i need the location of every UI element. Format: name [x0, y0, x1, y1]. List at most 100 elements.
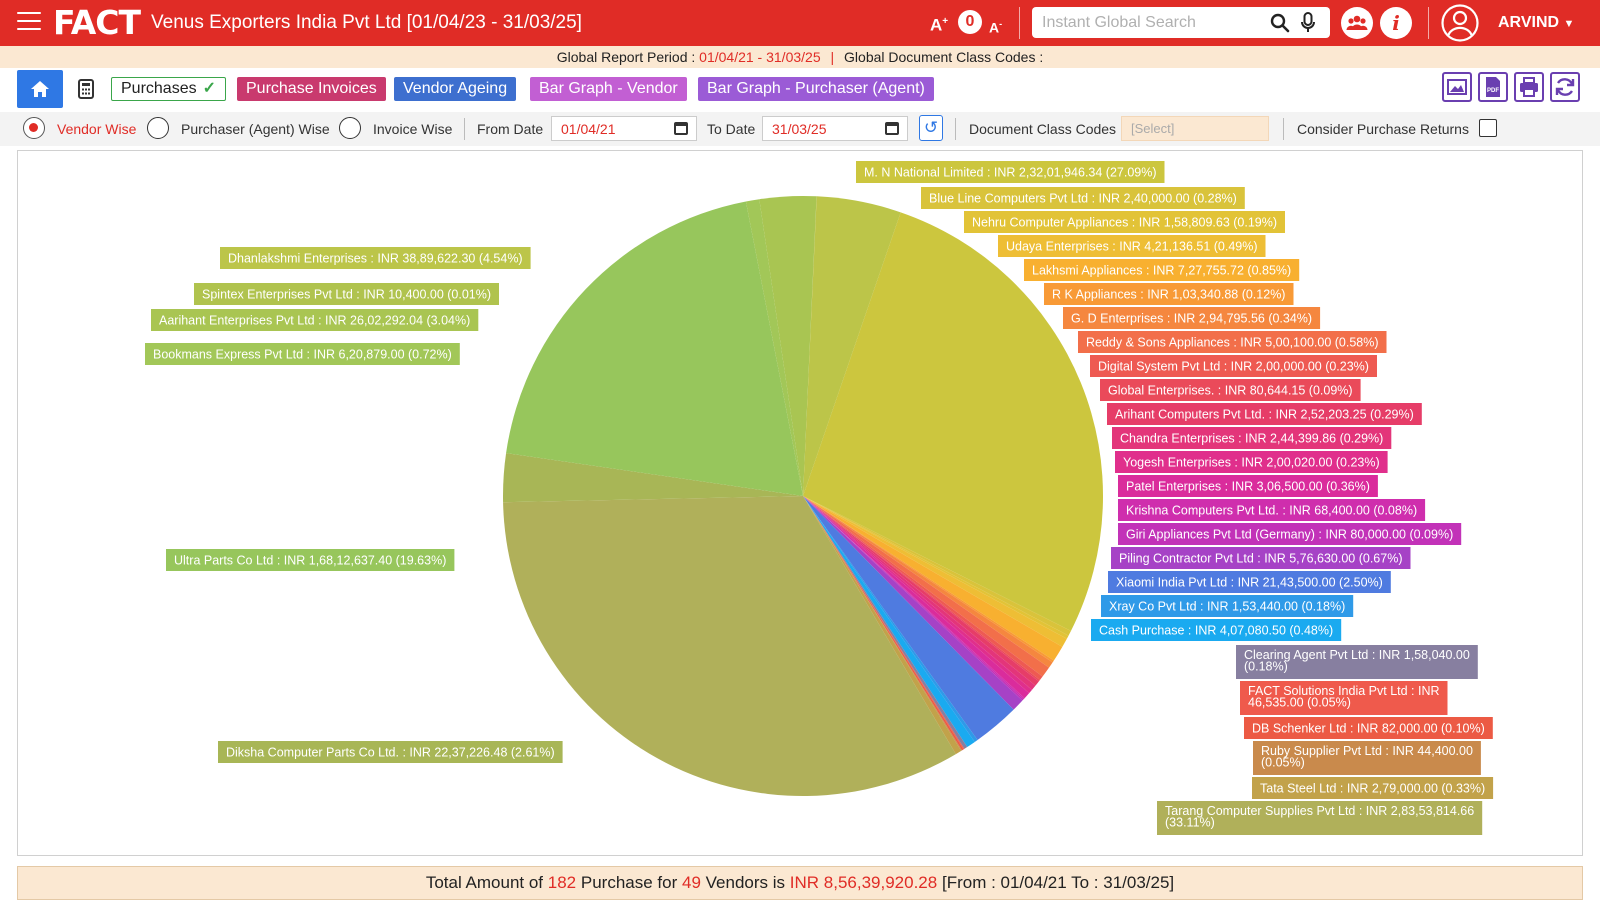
reset-dates-button[interactable]: ↺	[919, 115, 943, 141]
slice-label-text: Bookmans Express Pvt Ltd : INR 6,20,879.…	[153, 348, 452, 362]
pie-slice[interactable]	[803, 496, 1050, 677]
slice-label-text: Digital System Pvt Ltd : INR 2,00,000.00…	[1098, 360, 1369, 374]
font-decrease-button[interactable]: A-	[989, 19, 1003, 36]
calculator-icon[interactable]	[78, 79, 94, 99]
to-date-input[interactable]: 31/03/25	[762, 116, 908, 141]
tab-vendor-ageing[interactable]: Vendor Ageing	[394, 77, 517, 101]
slice-label-background	[1253, 741, 1481, 775]
slice-label-background	[1063, 307, 1321, 329]
vendor-pie-chart: M. N National Limited : INR 2,32,01,946.…	[145, 161, 1494, 835]
slice-label-text: Nehru Computer Appliances : INR 1,58,809…	[972, 216, 1277, 230]
pie-slice[interactable]	[503, 496, 956, 796]
slice-label: Cash Purchase : INR 4,07,080.50 (0.48%)	[1091, 619, 1342, 641]
from-date-label: From Date	[477, 121, 544, 137]
menu-icon[interactable]	[17, 12, 41, 32]
pie-slice[interactable]	[803, 496, 964, 751]
user-avatar-icon[interactable]	[1440, 3, 1480, 43]
slice-label-background	[1044, 283, 1294, 305]
pie-slice[interactable]	[759, 196, 817, 496]
calendar-icon[interactable]	[885, 122, 899, 135]
font-increase-button[interactable]: A+	[930, 15, 949, 35]
tab-bar-graph-vendor[interactable]: Bar Graph - Vendor	[530, 77, 687, 101]
slice-label: R K Appliances : INR 1,03,340.88 (0.12%)	[1044, 283, 1294, 305]
slice-label: Ruby Supplier Pvt Ltd : INR 44,400.00 (0.…	[1253, 741, 1481, 775]
pie-slice[interactable]	[803, 496, 1063, 661]
pie-slice[interactable]	[803, 496, 968, 749]
chevron-down-icon: ▼	[1563, 18, 1575, 30]
pie-slice[interactable]	[803, 496, 1040, 682]
summary-date-range: [From : 01/04/21 To : 31/03/25]	[941, 873, 1175, 892]
tab-purchases[interactable]: Purchases ✓	[111, 77, 226, 101]
pie-slice[interactable]	[506, 201, 803, 497]
from-date-input[interactable]: 01/04/21	[551, 116, 697, 141]
pie-slice[interactable]	[803, 496, 978, 742]
pie-slice[interactable]	[803, 496, 1053, 668]
slice-label-text: Tarang Computer Supplies Pvt Ltd : INR 2…	[1165, 804, 1474, 830]
pie-slice[interactable]	[803, 496, 1039, 686]
document-class-codes-select[interactable]: [Select]	[1121, 116, 1269, 141]
pie-slice[interactable]	[803, 496, 1025, 700]
refresh-button[interactable]	[1550, 72, 1580, 102]
export-pdf-button[interactable]: PDF	[1478, 72, 1508, 102]
slice-label: G. D Enterprises : INR 2,94,795.56 (0.34…	[1063, 307, 1321, 329]
pie-slice[interactable]	[803, 496, 1071, 636]
pie-slice[interactable]	[803, 496, 1043, 680]
pie-slice[interactable]	[803, 496, 975, 748]
pie-slice[interactable]	[803, 196, 901, 496]
pie-slice[interactable]	[803, 196, 817, 496]
slice-label-text: Blue Line Computers Pvt Ltd : INR 2,40,0…	[929, 192, 1237, 206]
slice-label-text: Yogesh Enterprises : INR 2,00,020.00 (0.…	[1123, 456, 1380, 470]
slice-label-background	[1024, 259, 1300, 281]
filter-row: Vendor Wise Purchaser (Agent) Wise Invoi…	[0, 112, 1600, 146]
pie-slice[interactable]	[803, 496, 1067, 647]
calendar-icon[interactable]	[674, 122, 688, 135]
slice-label-background	[1236, 645, 1478, 679]
vendor-wise-radio[interactable]	[23, 117, 45, 139]
slice-label-background	[1252, 777, 1494, 799]
home-button[interactable]	[17, 70, 63, 108]
pie-slice[interactable]	[803, 496, 1069, 639]
info-icon[interactable]: i	[1380, 7, 1412, 39]
export-image-button[interactable]	[1442, 72, 1472, 102]
global-search-input[interactable]	[1040, 11, 1264, 35]
slice-label-text: Global Enterprises. : INR 80,644.15 (0.0…	[1108, 384, 1353, 398]
microphone-icon[interactable]	[1300, 12, 1316, 34]
pie-slice[interactable]	[803, 212, 1104, 631]
tab-purchase-invoices[interactable]: Purchase Invoices	[237, 77, 386, 101]
pie-slice[interactable]	[745, 199, 803, 496]
pie-slice[interactable]	[803, 496, 1032, 694]
slice-label-text: G. D Enterprises : INR 2,94,795.56 (0.34…	[1071, 312, 1312, 326]
global-period-bar: Global Report Period : 01/04/21 - 31/03/…	[0, 46, 1600, 68]
vendor-wise-label[interactable]: Vendor Wise	[57, 121, 137, 137]
pie-slice[interactable]	[803, 496, 1030, 699]
slice-label: Digital System Pvt Ltd : INR 2,00,000.00…	[1090, 355, 1377, 377]
search-icon[interactable]	[1270, 13, 1290, 33]
pie-slice[interactable]	[803, 496, 1036, 690]
slice-label-text: R K Appliances : INR 1,03,340.88 (0.12%)	[1052, 288, 1285, 302]
report-period-label: Global Report Period :	[556, 49, 696, 65]
print-button[interactable]	[1514, 72, 1544, 102]
slice-label-background	[220, 247, 531, 269]
invoice-wise-label[interactable]: Invoice Wise	[373, 121, 453, 137]
invoice-wise-radio[interactable]	[339, 117, 361, 139]
pie-slice[interactable]	[803, 496, 1054, 663]
pie-slice[interactable]	[803, 496, 962, 755]
check-icon: ✓	[202, 80, 216, 97]
purchaser-wise-radio[interactable]	[147, 117, 169, 139]
slice-label-text: Xray Co Pvt Ltd : INR 1,53,440.00 (0.18%…	[1109, 600, 1345, 614]
pie-slice[interactable]	[803, 496, 1014, 740]
tab-bar-graph-purchaser[interactable]: Bar Graph - Purchaser (Agent)	[698, 77, 934, 101]
pie-slice[interactable]	[803, 496, 962, 751]
consider-purchase-returns-checkbox[interactable]	[1479, 119, 1497, 137]
slice-label: Reddy & Sons Appliances : INR 5,00,100.0…	[1078, 331, 1387, 353]
purchaser-wise-label[interactable]: Purchaser (Agent) Wise	[181, 121, 330, 137]
pie-slice[interactable]	[503, 453, 803, 503]
user-menu[interactable]: ARVIND ▼	[1498, 13, 1574, 34]
slice-label-background	[964, 211, 1285, 233]
slice-label-text: Krishna Computers Pvt Ltd. : INR 68,400.…	[1126, 504, 1417, 518]
pie-slice[interactable]	[803, 496, 1024, 701]
refresh-icon	[1555, 78, 1575, 96]
pie-slice[interactable]	[803, 496, 1023, 710]
pie-slice[interactable]	[803, 496, 965, 750]
team-icon[interactable]	[1341, 7, 1373, 39]
